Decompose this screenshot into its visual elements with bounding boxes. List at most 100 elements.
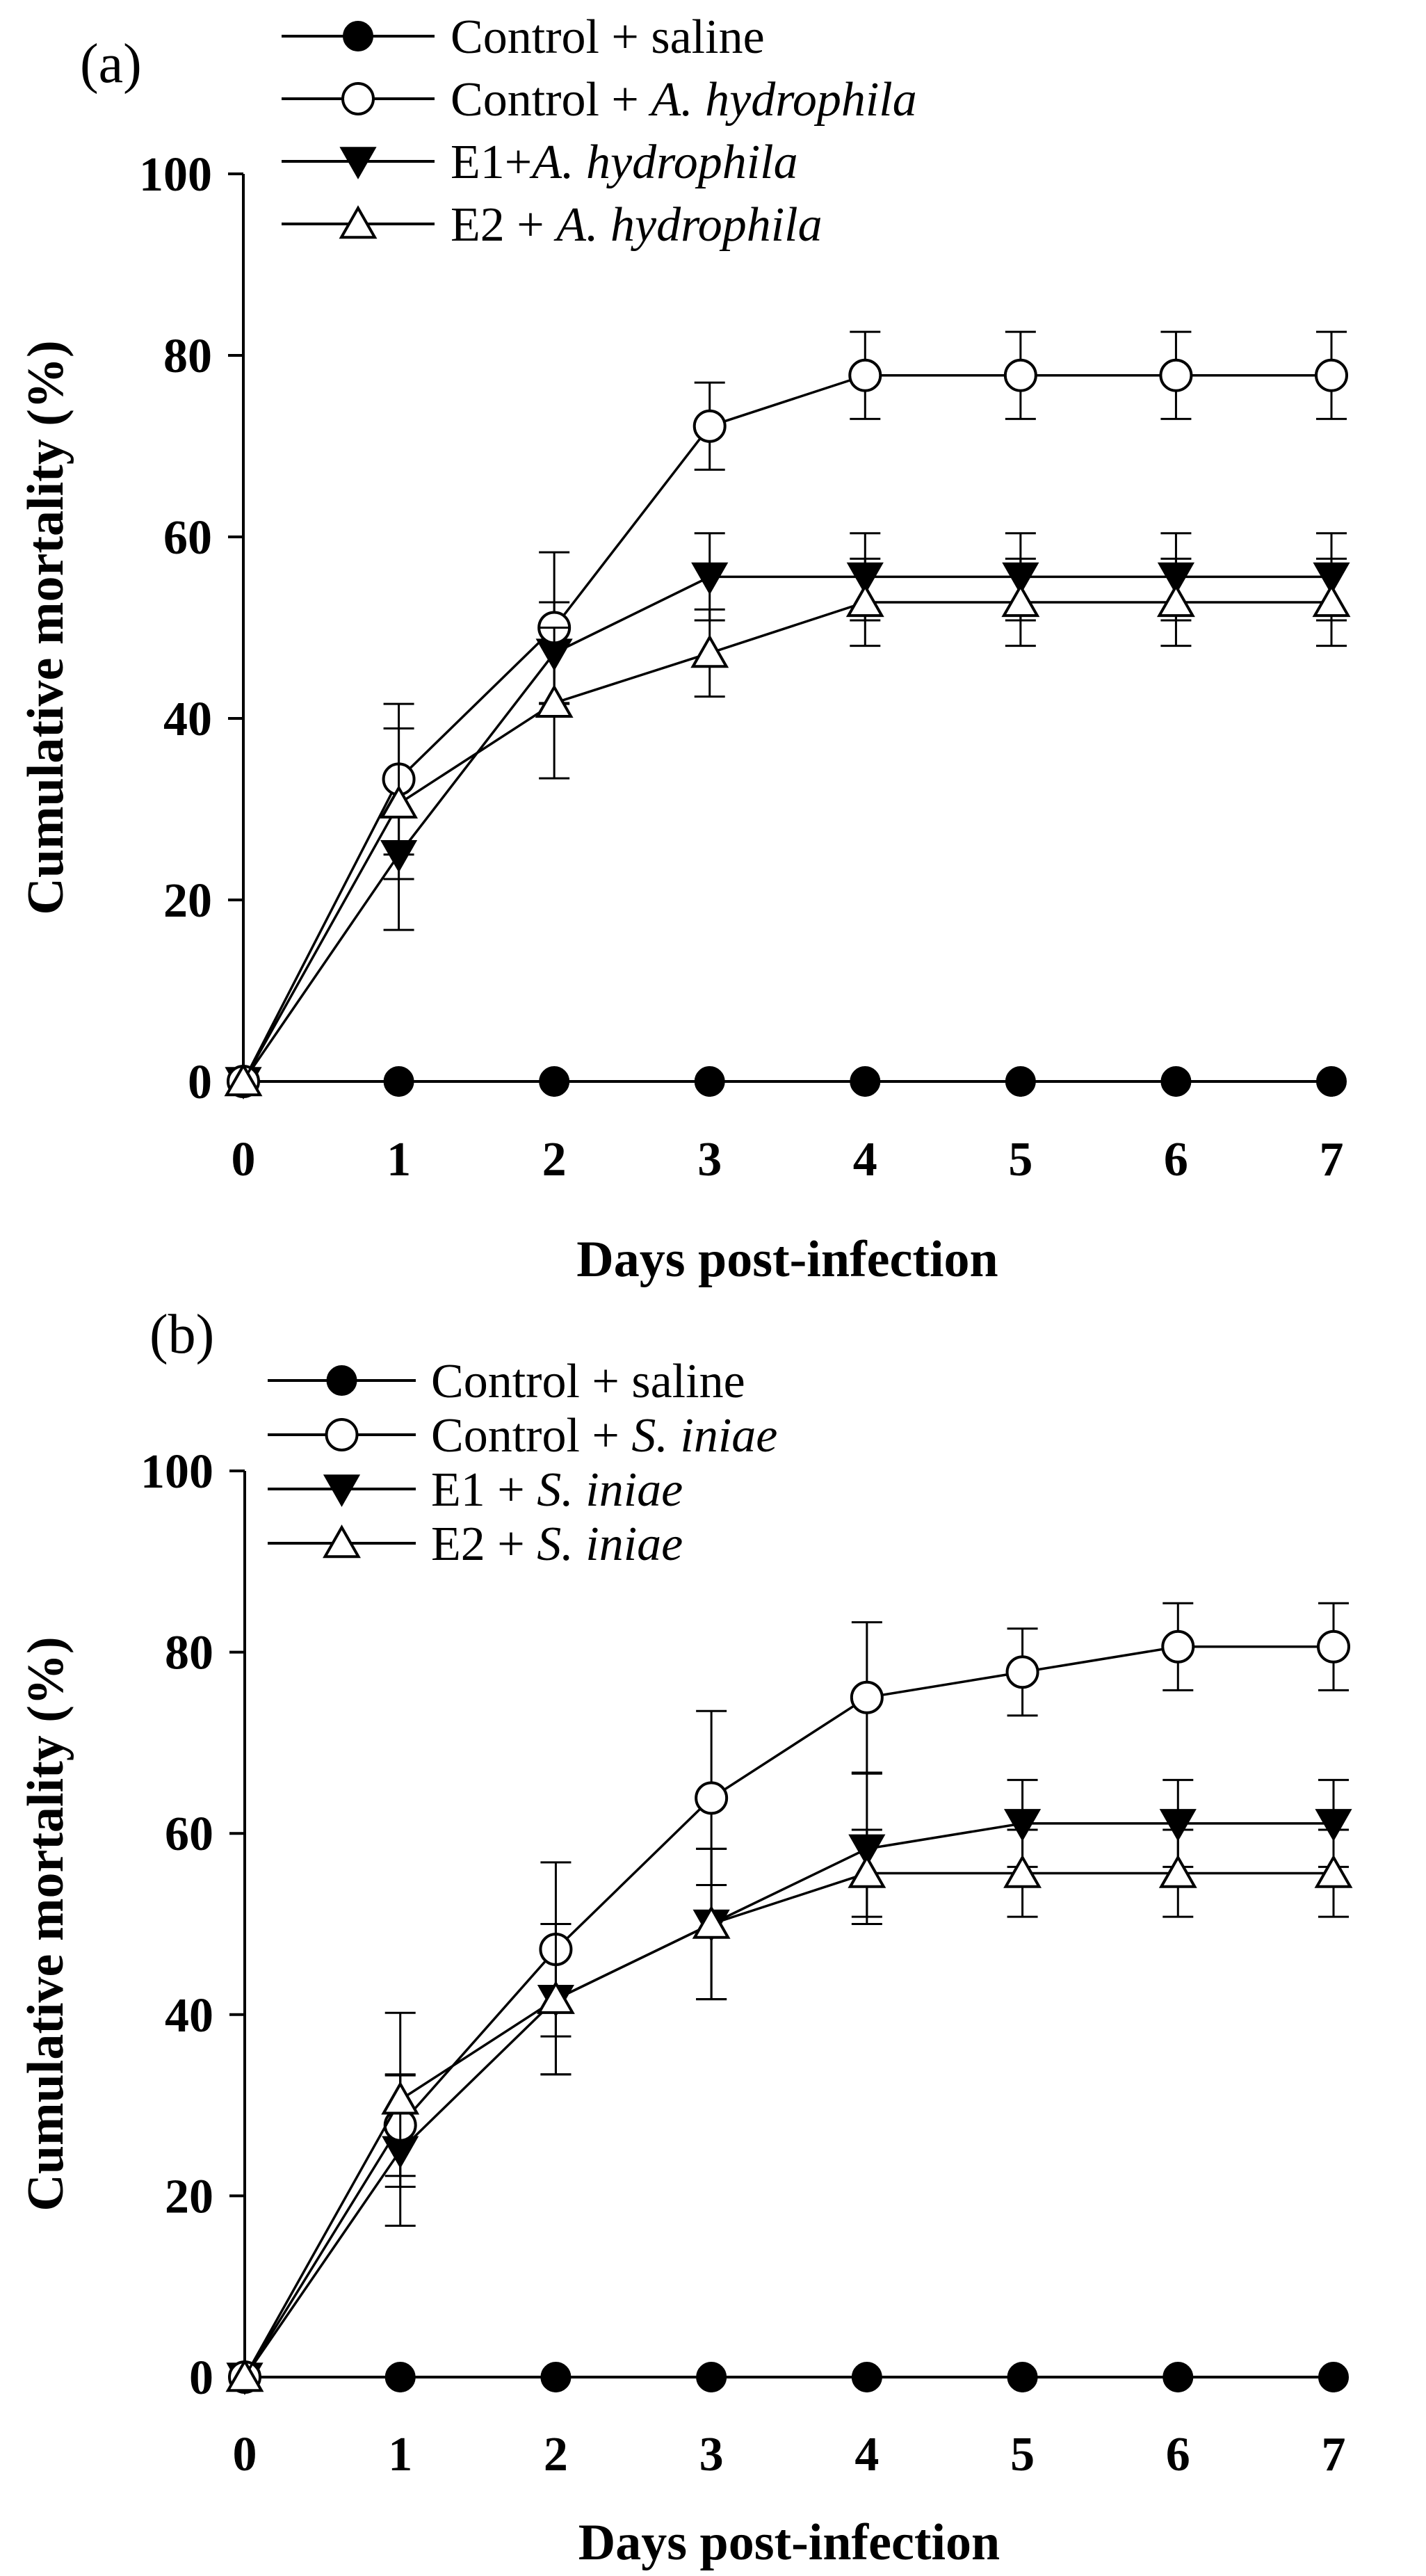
legend-label-b-1: Control + S. iniae [431, 1409, 777, 1463]
legend-marker-b-0 [326, 1365, 357, 1396]
data-point-a-1-3 [692, 409, 727, 443]
x-tick-label-a-3: 3 [697, 1133, 722, 1186]
x-tick-label-b-5: 5 [1010, 2428, 1035, 2481]
series-b-1 [228, 1602, 1350, 2394]
x-tick-label-b-6: 6 [1166, 2428, 1190, 2481]
data-point-b-2-7 [1315, 1809, 1352, 1842]
data-point-b-3-0 [225, 2358, 264, 2392]
legend-label-b-3: E2 + S. iniae [431, 1518, 683, 1571]
series-line-a-1 [242, 373, 1331, 1082]
chart-panel-b: (b) 0 20 40 60 80 100 0 1 2 3 4 5 6 7 Days post-infecti… [17, 1304, 1353, 2571]
y-tick-label-a-20: 20 [163, 874, 212, 928]
y-tick-label-a-80: 80 [163, 330, 212, 383]
data-point-a-3-1 [380, 784, 419, 819]
x-tick-label-b-3: 3 [699, 2428, 724, 2481]
series-a-1 [227, 330, 1348, 1098]
data-point-a-3-6 [1156, 583, 1195, 618]
data-point-a-3-2 [535, 684, 574, 718]
data-point-b-0-3 [696, 2362, 727, 2392]
x-tick-label-b-7: 7 [1322, 2428, 1346, 2481]
legend-marker-b-1 [325, 1418, 359, 1451]
data-point-a-0-5 [1005, 1066, 1036, 1097]
x-tick-label-b-4: 4 [854, 2428, 879, 2481]
legend-a: Control + saline Control + A. hydrophila E… [282, 10, 917, 252]
data-point-a-1-4 [848, 358, 882, 392]
data-point-a-1-6 [1159, 358, 1193, 392]
legend-label-a-2: E1+A. hydrophila [451, 136, 798, 189]
data-point-b-3-4 [848, 1854, 886, 1888]
y-axis-title-a: Cumulative mortality (%) [17, 340, 74, 915]
data-point-b-3-3 [692, 1905, 731, 1939]
x-tick-label-b-0: 0 [233, 2428, 257, 2481]
x-tick-label-a-0: 0 [232, 1133, 256, 1186]
data-point-a-0-7 [1316, 1066, 1347, 1097]
y-axis-title-b: Cumulative mortality (%) [17, 1636, 74, 2211]
series-a-3 [224, 557, 1351, 1097]
data-point-b-3-2 [536, 1980, 575, 2014]
y-tick-label-b-40: 40 [165, 1989, 213, 2043]
y-tick-label-b-0: 0 [189, 2351, 213, 2405]
data-point-b-2-5 [1003, 1809, 1042, 1842]
y-tick-label-a-0: 0 [188, 1056, 212, 1109]
y-tick-label-a-60: 60 [163, 511, 212, 565]
data-point-b-0-7 [1318, 2362, 1349, 2392]
data-point-b-0-6 [1162, 2362, 1194, 2392]
x-tick-label-a-5: 5 [1008, 1133, 1032, 1186]
x-tick-label-a-7: 7 [1320, 1133, 1344, 1186]
x-axis-title-a: Days post-infection [576, 1231, 998, 1288]
data-point-a-2-3 [691, 562, 729, 595]
data-point-a-0-2 [539, 1066, 570, 1097]
data-point-b-1-4 [850, 1680, 884, 1714]
legend-label-a-1: Control + A. hydrophila [451, 73, 917, 127]
x-axis-title-b: Days post-infection [578, 2514, 1000, 2571]
x-tick-label-a-4: 4 [853, 1133, 877, 1186]
data-point-b-2-6 [1159, 1809, 1197, 1842]
data-point-a-1-5 [1003, 358, 1037, 392]
legend-label-b-0: Control + saline [431, 1355, 745, 1408]
series-line-b-2 [243, 1822, 1334, 2378]
series-line-b-3 [243, 1871, 1334, 2378]
data-point-b-0-4 [851, 2362, 882, 2392]
series-line-b-1 [243, 1645, 1334, 2378]
series-line-a-2 [242, 575, 1331, 1082]
legend-label-a-3: E2 + A. hydrophila [451, 198, 823, 252]
data-point-a-3-5 [1001, 583, 1040, 618]
legend-marker-b-2 [323, 1474, 361, 1507]
data-point-b-3-7 [1314, 1854, 1353, 1888]
legend-label-a-0: Control + saline [451, 10, 765, 64]
y-tick-label-a-100: 100 [139, 148, 212, 202]
y-tick-label-a-40: 40 [163, 693, 212, 746]
data-point-a-3-7 [1312, 583, 1351, 618]
data-point-a-0-1 [383, 1066, 414, 1097]
data-point-a-3-0 [224, 1063, 263, 1097]
data-point-b-0-5 [1007, 2362, 1038, 2392]
data-point-a-3-4 [845, 583, 884, 618]
x-tick-label-b-1: 1 [388, 2428, 412, 2481]
data-point-a-3-3 [690, 634, 729, 668]
y-tick-label-b-100: 100 [140, 1445, 213, 1499]
x-tick-label-a-2: 2 [542, 1133, 567, 1186]
legend-marker-a-1 [341, 82, 375, 115]
data-point-b-1-6 [1161, 1629, 1195, 1664]
data-point-a-0-6 [1160, 1066, 1192, 1097]
series-b-3 [225, 1828, 1353, 2392]
legend-marker-b-3 [323, 1524, 361, 1559]
chart-panel-a: (a) 0 20 40 60 80 100 0 1 2 3 4 5 6 7 Days post-infecti… [17, 10, 1351, 1288]
data-point-a-1-7 [1315, 358, 1348, 392]
data-point-a-0-3 [694, 1066, 725, 1097]
data-point-b-1-3 [695, 1781, 729, 1815]
data-point-b-0-1 [384, 2362, 416, 2392]
data-point-b-3-6 [1158, 1854, 1197, 1888]
panel-label-a: (a) [80, 33, 142, 95]
data-point-b-3-5 [1003, 1854, 1042, 1888]
legend-marker-a-2 [339, 147, 377, 179]
data-point-b-0-2 [540, 2362, 572, 2392]
x-tick-label-b-2: 2 [544, 2428, 568, 2481]
data-point-a-0-4 [850, 1066, 881, 1097]
legend-label-b-2: E1 + S. iniae [431, 1463, 683, 1517]
y-tick-label-b-60: 60 [165, 1808, 213, 1861]
legend-marker-a-0 [343, 21, 373, 51]
